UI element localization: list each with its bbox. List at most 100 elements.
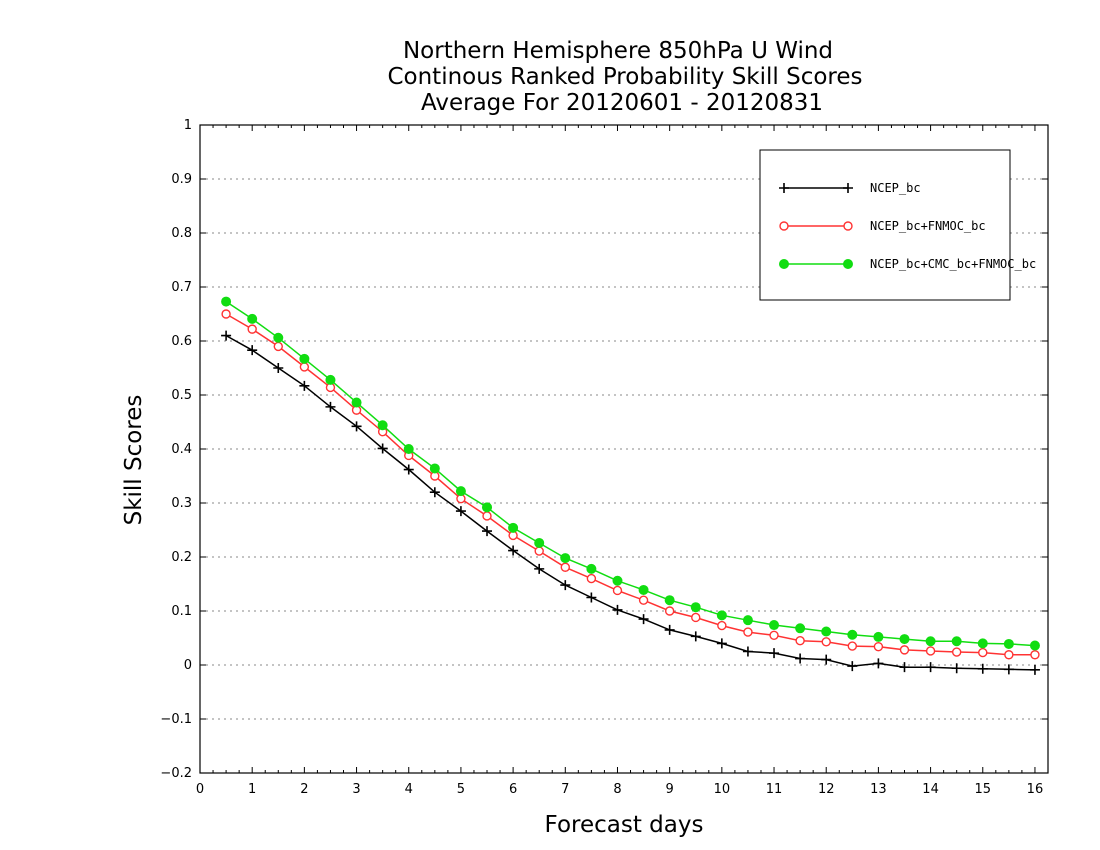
series-3-point bbox=[377, 420, 388, 431]
legend-label-2: NCEP_bc+FNMOC_bc bbox=[870, 219, 986, 233]
series-1-point bbox=[403, 464, 414, 475]
series-2-point bbox=[221, 309, 231, 319]
series-1-line bbox=[225, 334, 1036, 671]
y-tick-label: 0.2 bbox=[171, 550, 192, 565]
x-axis-label: Forecast days bbox=[545, 812, 704, 838]
series-3-point bbox=[769, 620, 780, 631]
series-2-point bbox=[664, 606, 675, 616]
x-tick-label: 2 bbox=[300, 782, 308, 797]
y-tick-label: 0.3 bbox=[171, 496, 192, 511]
x-axis-ticks: 0 1 2 3 4 5 6 7 8 9 10 11 12 13 14 15 16 bbox=[196, 125, 1043, 797]
series-3-line bbox=[225, 300, 1036, 647]
series-1-point bbox=[873, 658, 884, 669]
x-tick-label: 5 bbox=[457, 782, 465, 797]
series-3-point bbox=[534, 537, 545, 548]
y-tick-label: 0.1 bbox=[171, 604, 192, 619]
legend-marker-2 bbox=[779, 221, 789, 231]
y-tick-label: 0.8 bbox=[171, 226, 192, 241]
legend-marker-3 bbox=[779, 259, 789, 269]
series-1-point bbox=[325, 401, 336, 412]
legend: NCEP_bc NCEP_bc+FNMOC_bc NCEP_bc+CMC_bc+FN… bbox=[759, 149, 1036, 301]
series-1-point bbox=[925, 662, 936, 673]
series-1-point bbox=[273, 363, 284, 373]
series-3-point bbox=[925, 636, 936, 647]
legend-label-1: NCEP_bc bbox=[870, 181, 921, 195]
x-tick-label: 4 bbox=[405, 782, 413, 797]
series-2-point bbox=[873, 641, 884, 652]
x-tick-label: 6 bbox=[509, 782, 517, 797]
x-tick-label: 8 bbox=[613, 782, 621, 797]
series-2-point bbox=[978, 647, 988, 658]
series-2-point bbox=[769, 630, 779, 640]
series-1-point bbox=[795, 653, 806, 664]
series-2-point bbox=[899, 645, 910, 655]
legend-marker-3 bbox=[843, 259, 853, 269]
series-1-point bbox=[690, 631, 701, 642]
y-tick-label: 0.4 bbox=[171, 442, 192, 457]
series-2-point bbox=[638, 595, 649, 605]
chart-title-line-1: Northern Hemisphere 850hPa U Wind bbox=[403, 38, 833, 64]
series-1 bbox=[221, 330, 1040, 675]
chart-title-line-3: Average For 20120601 - 20120831 bbox=[421, 90, 823, 116]
series-3-point bbox=[221, 296, 232, 307]
series-3-point bbox=[508, 522, 519, 533]
series-2 bbox=[221, 309, 1040, 660]
series-3-point bbox=[977, 638, 988, 649]
chart-title-line-2: Continous Ranked Probability Skill Score… bbox=[387, 64, 862, 90]
y-tick-label: 1 bbox=[184, 118, 192, 133]
y-tick-label: 0.6 bbox=[171, 334, 192, 349]
series-3-point bbox=[742, 615, 753, 626]
y-tick-label: −0.1 bbox=[160, 712, 192, 727]
y-axis-ticks: −0.2 −0.1 0 0.1 0.2 0.3 0.4 0.5 0.6 0.7 0.8 0.9 1 bbox=[160, 118, 1048, 781]
series-3-point bbox=[586, 563, 597, 574]
chart-title: Northern Hemisphere 850hPa U Wind Contin… bbox=[387, 38, 862, 116]
series-1-point bbox=[560, 580, 571, 591]
series-2-point bbox=[743, 627, 753, 637]
series-1-point bbox=[612, 604, 623, 615]
y-axis-label: Skill Scores bbox=[121, 395, 147, 526]
series-3-point bbox=[299, 353, 310, 364]
series-3-point bbox=[429, 463, 440, 474]
series-2-point bbox=[273, 341, 283, 352]
series-2-point bbox=[717, 620, 727, 631]
series-2-point bbox=[299, 362, 310, 372]
legend-marker-2 bbox=[843, 221, 853, 231]
x-tick-label: 12 bbox=[818, 782, 835, 797]
series-1-point bbox=[351, 421, 362, 432]
x-tick-label: 10 bbox=[714, 782, 731, 797]
legend-box bbox=[759, 149, 1011, 301]
series-1-point bbox=[664, 624, 675, 635]
legend-label-3: NCEP_bc+CMC_bc+FNMOC_bc bbox=[870, 257, 1036, 271]
series-2-point bbox=[612, 585, 623, 596]
series-1-point bbox=[534, 563, 545, 574]
series-2-point bbox=[795, 636, 805, 646]
data-series bbox=[221, 296, 1040, 675]
x-tick-label: 0 bbox=[196, 782, 204, 797]
series-1-point bbox=[899, 662, 910, 673]
x-tick-label: 13 bbox=[870, 782, 887, 797]
x-tick-label: 9 bbox=[666, 782, 674, 797]
series-2-point bbox=[925, 646, 936, 656]
series-3-point bbox=[795, 623, 806, 634]
series-1-point bbox=[221, 330, 232, 341]
series-2-point bbox=[1004, 650, 1014, 660]
x-tick-label: 15 bbox=[974, 782, 991, 797]
series-3-point bbox=[482, 502, 493, 513]
series-3-point bbox=[560, 553, 571, 564]
series-2-point bbox=[560, 562, 570, 572]
series-3-point bbox=[455, 486, 466, 497]
y-tick-label: 0.5 bbox=[171, 388, 192, 403]
x-tick-label: 3 bbox=[352, 782, 360, 797]
series-3-point bbox=[247, 313, 258, 324]
series-2-point bbox=[1030, 650, 1040, 660]
series-3-point bbox=[403, 444, 414, 454]
series-3-point bbox=[1003, 638, 1014, 649]
series-2-point bbox=[847, 641, 858, 651]
series-1-point bbox=[951, 663, 962, 674]
series-3-point bbox=[351, 397, 362, 408]
series-1-point bbox=[977, 663, 988, 674]
series-1-point bbox=[1029, 664, 1040, 675]
series-1-point bbox=[429, 487, 440, 498]
series-3-point bbox=[951, 636, 962, 647]
series-1-point bbox=[1003, 664, 1014, 675]
